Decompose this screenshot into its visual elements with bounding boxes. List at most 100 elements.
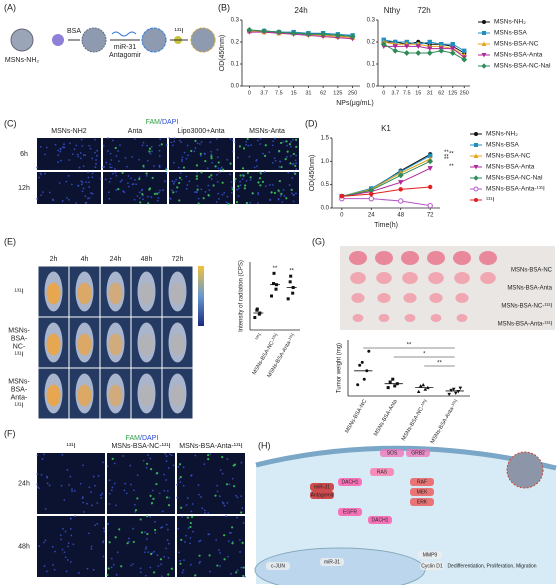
nucleus: [106, 465, 109, 468]
fam-signal: [289, 162, 292, 165]
nucleus: [108, 503, 111, 505]
nucleus: [67, 542, 70, 544]
fam-signal: [145, 172, 148, 175]
legend-marker: [473, 165, 479, 170]
fam-signal: [242, 566, 245, 569]
fam-signal: [264, 144, 267, 147]
data-point: [392, 47, 399, 54]
tumor: [375, 251, 393, 265]
nucleus: [158, 164, 161, 167]
nucleus: [218, 495, 221, 498]
fam-signal: [217, 161, 220, 164]
nucleus: [156, 554, 159, 557]
nucleus: [152, 165, 155, 167]
data-point: [272, 271, 276, 275]
data-point: [253, 316, 257, 320]
fam-signal: [190, 515, 194, 519]
nucleus: [175, 190, 178, 193]
schematic-label: BSA: [67, 28, 81, 35]
fam-signal: [259, 184, 262, 187]
fam-signal: [279, 141, 283, 145]
nucleus: [95, 162, 97, 165]
node: [338, 478, 362, 486]
nucleus: [236, 569, 239, 572]
nucleus: [110, 557, 113, 560]
nucleus: [79, 157, 82, 160]
nucleus: [109, 163, 112, 166]
data-point: [458, 386, 463, 390]
nucleus: [256, 139, 259, 142]
nucleus: [119, 144, 121, 147]
nucleus: [91, 172, 94, 175]
fam-signal: [210, 157, 213, 160]
nucleus: [281, 201, 284, 203]
series-line: [249, 31, 353, 40]
nucleus: [43, 541, 45, 544]
nucleus: [239, 539, 241, 541]
series-line: [341, 153, 431, 197]
schematic-label: MSNs-NH₂: [5, 57, 39, 64]
fam-signal: [258, 177, 262, 180]
data-point: [367, 349, 371, 353]
node-label: RAF: [417, 479, 427, 485]
fam-signal: [288, 142, 292, 146]
nucleus: [179, 481, 182, 484]
column-label: MSNs-BSA-NC-¹³¹I: [111, 443, 170, 450]
nucleus: [91, 192, 94, 195]
fam-signal: [180, 506, 183, 509]
nucleus: [158, 149, 161, 152]
fam-signal: [225, 483, 229, 486]
nucleus: [189, 542, 191, 545]
nucleus: [45, 146, 48, 149]
nucleus: [240, 495, 243, 498]
nucleus: [43, 153, 46, 156]
panel-label: (D): [305, 118, 318, 128]
fam-signal: [234, 177, 237, 181]
legend-label: MSNs-BSA-NC-NaI: [494, 63, 551, 70]
nucleus: [61, 453, 64, 456]
nucleus: [210, 150, 213, 153]
antagomir-icon: [111, 31, 137, 37]
nucleus: [82, 154, 85, 156]
fam-signal: [240, 511, 243, 514]
nucleus: [150, 145, 153, 148]
fam-signal: [196, 188, 199, 191]
nucleus: [84, 202, 87, 204]
nucleus: [181, 158, 183, 161]
nucleus: [138, 191, 141, 194]
fam-signal: [178, 181, 181, 185]
node-label: MMP9: [423, 552, 438, 558]
nucleus: [147, 454, 149, 456]
nucleus: [186, 497, 189, 499]
nucleus: [115, 573, 118, 576]
fam-signal: [214, 165, 217, 168]
nucleus: [45, 570, 48, 573]
nucleus: [95, 159, 97, 161]
data-point: [339, 194, 345, 199]
nucleus: [63, 551, 66, 554]
fam-signal: [148, 150, 151, 153]
fam-signal: [114, 536, 117, 539]
nucleus: [186, 144, 189, 147]
nucleus: [133, 138, 136, 140]
nucleus: [119, 180, 122, 183]
nucleus: [288, 184, 291, 186]
data-point: [291, 291, 295, 295]
nucleus: [112, 563, 115, 566]
nucleus: [185, 504, 188, 506]
nucleus: [85, 181, 88, 184]
nucleus: [165, 144, 168, 146]
data-point: [427, 158, 434, 165]
micrograph: [235, 138, 299, 170]
nucleus: [182, 569, 185, 572]
nucleus: [293, 193, 296, 196]
column-label: MSNs-NH2: [51, 128, 86, 135]
x-tick-label: 15: [291, 90, 297, 96]
nucleus: [127, 182, 129, 185]
nucleus: [89, 491, 92, 494]
nucleus: [173, 180, 176, 183]
fam-signal: [148, 147, 152, 150]
nucleus: [99, 494, 102, 497]
data-point: [270, 294, 273, 298]
panel-label: (B): [218, 2, 230, 12]
